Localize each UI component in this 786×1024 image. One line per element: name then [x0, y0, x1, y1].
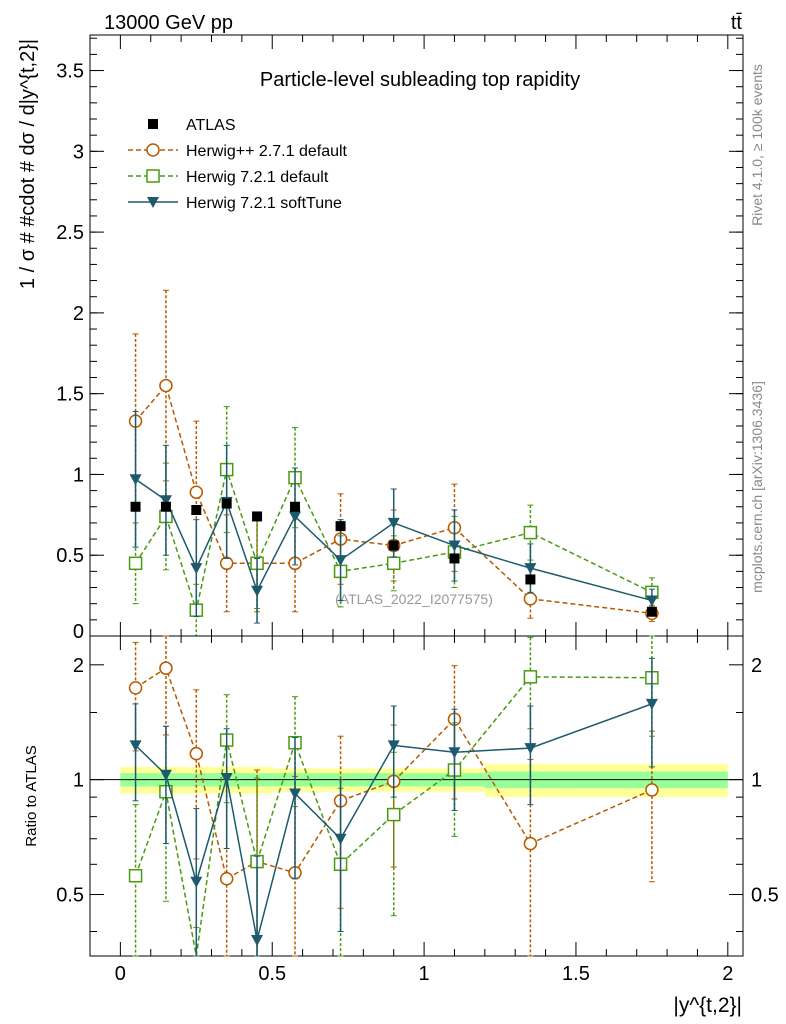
data-point: [289, 511, 302, 523]
ratio-point: [448, 747, 461, 759]
data-point: [524, 563, 537, 575]
process-label: tt̄: [731, 12, 743, 34]
data-point: [290, 501, 301, 512]
y-tick-label-main: 2.5: [56, 222, 84, 244]
ratio-y-tick-label-right: 2: [751, 655, 762, 677]
series-atlas: [130, 498, 657, 617]
main-panel: 0.5 1 1.5 2 2.5 3 3.5 0 Particle-level subleadi…: [56, 34, 744, 643]
y-tick-label-main: 3.5: [56, 61, 84, 83]
y-tick-label-main: 0.5: [56, 545, 84, 567]
ratio-series-herwig-7-2-1-softtune: [129, 657, 658, 957]
y-tick-label-main: 1.5: [56, 384, 84, 406]
legend-label-atlas: ATLAS: [186, 117, 236, 134]
data-point: [523, 525, 538, 540]
data-point: [191, 504, 202, 515]
x-tick-label: 0: [115, 963, 126, 985]
ratio-y-tick-label: 1: [73, 770, 84, 792]
ratio-point: [387, 740, 400, 752]
data-point: [335, 521, 346, 532]
legend-marker: [146, 169, 160, 183]
x-axis-label: |y^{t,2}|: [673, 994, 742, 1017]
ratio-point: [128, 681, 143, 695]
data-point: [189, 485, 204, 499]
ratio-axis-ticks: 0.5 0.5 1 1 2 2 0 0.5 1 1.5 2: [56, 636, 779, 985]
data-point: [160, 501, 171, 512]
ratio-y-tick-label: 2: [73, 655, 84, 677]
data-point: [645, 595, 658, 607]
data-point: [252, 511, 263, 522]
ratio-series-layer: [128, 635, 659, 957]
data-point: [449, 553, 460, 564]
data-point: [448, 540, 461, 552]
data-point: [388, 540, 399, 551]
ratio-point: [523, 836, 538, 851]
main-axis-ticks: 0.5 1 1.5 2 2.5 3 3.5 0: [56, 35, 743, 643]
data-point: [130, 501, 141, 512]
data-point: [251, 585, 264, 597]
y-axis-label-ratio: Ratio to ATLAS: [23, 745, 40, 846]
data-point: [159, 495, 172, 507]
legend-marker: [146, 143, 160, 157]
ratio-y-tick-label-right: 1: [751, 770, 762, 792]
x-tick-label: 1.5: [562, 963, 590, 985]
main-series-layer: [128, 289, 659, 637]
ratio-point: [190, 876, 203, 888]
series-line: [134, 384, 652, 615]
ratio-point: [220, 773, 233, 785]
legend-label: Herwig++ 2.7.1 default: [186, 143, 348, 160]
ratio-point: [251, 934, 264, 946]
ratio-point: [128, 868, 143, 883]
x-tick-label: 0.5: [258, 963, 286, 985]
ratio-y-tick-label-right: 0.5: [751, 885, 779, 907]
ratio-point: [386, 807, 401, 822]
ratio-point: [289, 788, 302, 800]
ratio-point: [645, 783, 659, 797]
ratio-frame: [89, 635, 744, 957]
data-point: [334, 555, 347, 567]
y-tick-label-main: 1: [73, 464, 84, 486]
ratio-point: [523, 670, 538, 684]
data-point: [646, 606, 657, 617]
ratio-panel: 0.5 0.5 1 1 2 2 0 0.5 1 1.5 2: [56, 635, 779, 985]
legend: ATLAS Herwig++ 2.7.1 default Herwig 7.2.1 …: [128, 117, 348, 212]
data-point: [219, 556, 234, 571]
y-tick-label-main: 3: [73, 141, 84, 163]
data-point: [523, 592, 538, 606]
data-point: [221, 498, 232, 509]
legend-label: Herwig 7.2.1 softTune: [186, 195, 342, 212]
ratio-point: [189, 746, 204, 761]
legend-marker-atlas: [148, 119, 158, 129]
site-label: mcplots.cern.ch [arXiv:1306.3436]: [749, 381, 765, 593]
ratio-point: [219, 871, 234, 886]
ratio-point: [159, 661, 173, 675]
ratio-y-tick-label: 0.5: [56, 885, 84, 907]
y-tick-label-main: 2: [73, 303, 84, 325]
ratio-point: [334, 833, 347, 845]
legend-marker: [147, 197, 159, 208]
data-point: [159, 378, 173, 393]
rivet-label: Rivet 4.1.0, ≥ 100k events: [749, 64, 765, 226]
energy-label: 13000 GeV pp: [104, 12, 233, 34]
data-point: [128, 556, 143, 571]
x-tick-label: 1: [419, 963, 430, 985]
y-tick-label-main-zero: 0: [73, 621, 84, 643]
x-tick-label: 2: [722, 963, 733, 985]
data-point: [386, 556, 401, 571]
ratio-point: [645, 698, 658, 710]
watermark: (ATLAS_2022_I2077575): [335, 591, 493, 607]
data-point: [525, 574, 536, 585]
data-point: [190, 563, 203, 575]
ratio-point: [129, 740, 142, 752]
ratio-point: [159, 769, 172, 781]
legend-label: Herwig 7.2.1 default: [186, 169, 329, 186]
data-point: [129, 474, 142, 486]
data-point: [387, 517, 400, 529]
ratio-point: [524, 743, 537, 755]
chart-title: Particle-level subleading top rapidity: [260, 69, 580, 91]
y-axis-label-main: 1 / σ # #cdot # dσ / d|y^{t,2}|: [17, 39, 39, 289]
